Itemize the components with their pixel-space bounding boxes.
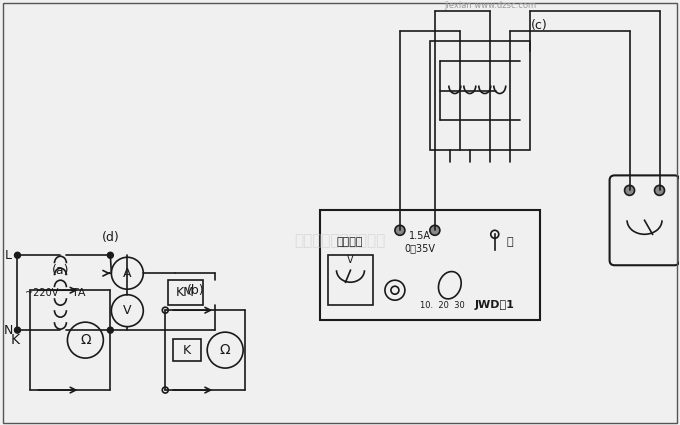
Circle shape	[395, 225, 405, 235]
Text: Ω: Ω	[80, 333, 90, 347]
Text: K: K	[11, 333, 20, 347]
Text: 10.  20  30: 10. 20 30	[420, 300, 464, 310]
Bar	[168, 280, 203, 305]
Text: (b): (b)	[186, 284, 204, 297]
Text: K: K	[183, 344, 191, 357]
Bar	[328, 255, 373, 305]
Text: L: L	[5, 249, 12, 262]
Bar	[430, 41, 530, 150]
Text: 杭州将睿科技有限公司: 杭州将睿科技有限公司	[294, 233, 386, 248]
Text: TA: TA	[72, 288, 86, 298]
Circle shape	[107, 327, 114, 333]
Text: V: V	[123, 304, 131, 317]
Bar	[320, 210, 540, 320]
Text: V: V	[347, 255, 354, 265]
Text: A: A	[123, 267, 131, 280]
Text: JWD－1: JWD－1	[475, 300, 515, 310]
Text: (d): (d)	[101, 231, 119, 244]
Circle shape	[14, 252, 20, 258]
Bar	[173, 339, 201, 361]
Circle shape	[624, 185, 634, 196]
Text: N: N	[4, 324, 13, 337]
Text: 开: 开	[507, 237, 513, 247]
Text: Ω: Ω	[220, 343, 231, 357]
Text: 稳压电源: 稳压电源	[337, 237, 363, 247]
Text: KM: KM	[176, 286, 194, 299]
Text: (c): (c)	[531, 19, 548, 32]
Circle shape	[14, 327, 20, 333]
Text: jiexian www.dzsc.com: jiexian www.dzsc.com	[444, 1, 536, 10]
Text: ~220V: ~220V	[25, 288, 59, 298]
Circle shape	[430, 225, 440, 235]
Circle shape	[107, 252, 114, 258]
Text: 1.5A: 1.5A	[409, 231, 431, 241]
Text: (a): (a)	[52, 264, 69, 277]
Text: 0～35V: 0～35V	[405, 243, 435, 253]
Circle shape	[655, 185, 664, 196]
